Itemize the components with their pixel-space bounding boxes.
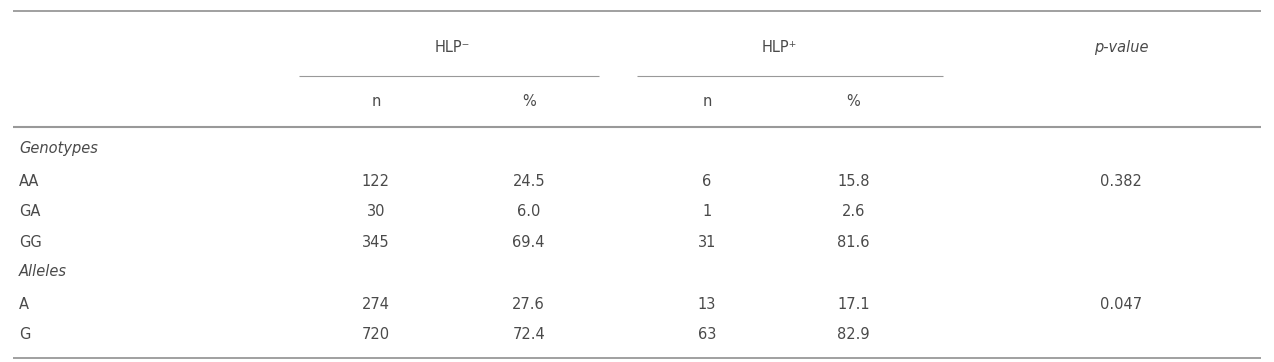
Text: HLP⁻: HLP⁻: [434, 39, 470, 55]
Text: 30: 30: [367, 204, 385, 219]
Text: 0.382: 0.382: [1101, 173, 1142, 189]
Text: 122: 122: [362, 173, 390, 189]
Text: 27.6: 27.6: [512, 296, 545, 312]
Text: 17.1: 17.1: [837, 296, 870, 312]
Text: n: n: [371, 94, 381, 109]
Text: %: %: [522, 94, 535, 109]
Text: 72.4: 72.4: [512, 327, 545, 342]
Text: HLP⁺: HLP⁺: [762, 39, 798, 55]
Text: 2.6: 2.6: [842, 204, 865, 219]
Text: 24.5: 24.5: [512, 173, 545, 189]
Text: 31: 31: [698, 235, 716, 250]
Text: 345: 345: [362, 235, 390, 250]
Text: 15.8: 15.8: [837, 173, 870, 189]
Text: A: A: [19, 296, 29, 312]
Text: G: G: [19, 327, 31, 342]
Text: 6.0: 6.0: [517, 204, 540, 219]
Text: 82.9: 82.9: [837, 327, 870, 342]
Text: 0.047: 0.047: [1099, 296, 1143, 312]
Text: 720: 720: [362, 327, 390, 342]
Text: p-value: p-value: [1094, 39, 1148, 55]
Text: 274: 274: [362, 296, 390, 312]
Text: 13: 13: [698, 296, 716, 312]
Text: Genotypes: Genotypes: [19, 141, 98, 156]
Text: Alleles: Alleles: [19, 264, 68, 279]
Text: 1: 1: [702, 204, 712, 219]
Text: %: %: [847, 94, 860, 109]
Text: 81.6: 81.6: [837, 235, 870, 250]
Text: 6: 6: [702, 173, 712, 189]
Text: AA: AA: [19, 173, 39, 189]
Text: GG: GG: [19, 235, 42, 250]
Text: 63: 63: [698, 327, 716, 342]
Text: n: n: [702, 94, 712, 109]
Text: 69.4: 69.4: [512, 235, 545, 250]
Text: GA: GA: [19, 204, 41, 219]
